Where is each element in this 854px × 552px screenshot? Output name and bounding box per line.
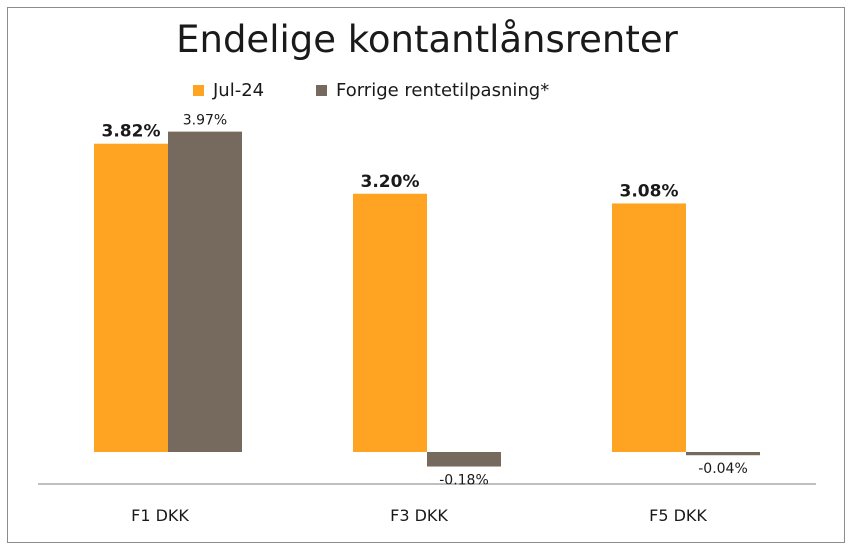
chart-title: Endelige kontantlånsrenter bbox=[176, 18, 678, 61]
legend-label-jul-24: Jul-24 bbox=[213, 80, 265, 101]
bar-jul-24-0 bbox=[94, 143, 168, 452]
bar-forrige-1 bbox=[427, 452, 501, 467]
legend-swatch-forrige bbox=[316, 85, 327, 96]
data-label-jul-24-1: 3.20% bbox=[361, 172, 420, 192]
data-label-forrige-2: -0.04% bbox=[698, 461, 748, 477]
data-label-forrige-0: 3.97% bbox=[183, 113, 227, 129]
data-label-jul-24-0: 3.82% bbox=[102, 122, 161, 142]
bar-jul-24-2 bbox=[612, 203, 686, 452]
legend-label-forrige: Forrige rentetilpasning* bbox=[336, 80, 550, 101]
legend-swatch-jul-24 bbox=[193, 85, 204, 96]
chart-legend: Jul-24 Forrige rentetilpasning* bbox=[0, 80, 854, 104]
category-label-0: F1 DKK bbox=[131, 506, 189, 525]
category-label-1: F3 DKK bbox=[390, 506, 448, 525]
data-label-jul-24-2: 3.08% bbox=[620, 181, 679, 201]
bar-jul-24-1 bbox=[353, 193, 427, 452]
legend-item-forrige: Forrige rentetilpasning* bbox=[316, 80, 549, 101]
bar-forrige-2 bbox=[686, 452, 760, 456]
category-label-2: F5 DKK bbox=[649, 506, 707, 525]
legend-item-jul-24: Jul-24 bbox=[193, 80, 264, 101]
data-label-forrige-1: -0.18% bbox=[439, 473, 489, 489]
bar-forrige-0 bbox=[168, 131, 242, 452]
